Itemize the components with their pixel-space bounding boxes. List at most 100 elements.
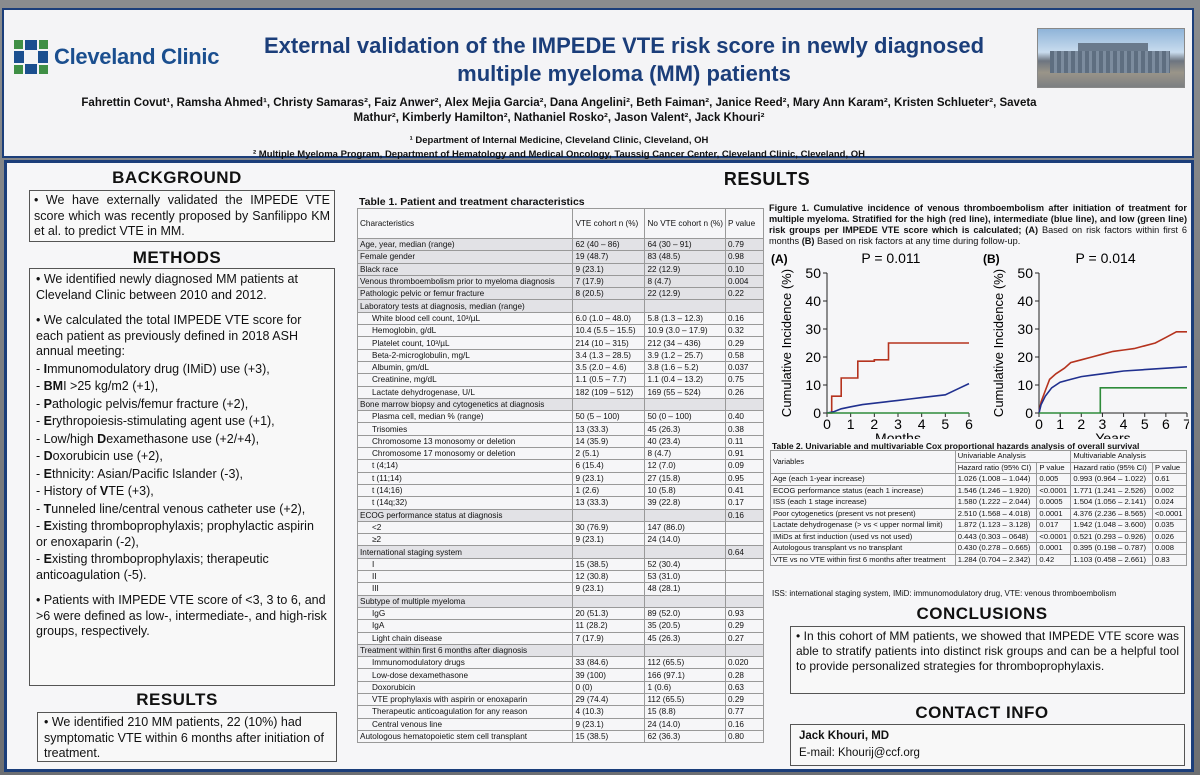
table2-header-cell: P value [1036, 461, 1072, 474]
table1-cell: Beta-2-microglobulin, mg/L [356, 348, 574, 362]
table1-cell: 10.9 (3.0 – 17.9) [644, 324, 726, 338]
table1-cell: 0.63 [725, 680, 764, 694]
table2-cell: 0.395 (0.198 – 0.787) [1070, 542, 1153, 555]
table1-cell: 0.38 [725, 422, 764, 436]
table1-cell: Plasma cell, median % (range) [356, 410, 574, 424]
table2-cell: ECOG performance status (each 1 increase… [770, 484, 956, 497]
table2-row: Age (each 1-year increase) 1.026 (1.008 –… [770, 473, 1188, 486]
table1-cell [644, 397, 726, 412]
table1-row: Therapeutic anticoagulation for any reas… [356, 705, 764, 719]
table2-cell: 0.017 [1036, 519, 1072, 532]
table1-cell: t (4;14) [356, 459, 574, 473]
factor-letter: I [43, 361, 48, 376]
table2-cell: 0.521 (0.293 – 0.926) [1070, 530, 1153, 543]
table1-cell: 13 (33.3) [572, 422, 646, 436]
table1-cell: 3.5 (2.0 – 4.6) [572, 360, 646, 375]
table2-cell: Poor cytogenetics (present vs not presen… [770, 507, 956, 520]
table1-cell: 10 (5.8) [644, 483, 726, 498]
table1-cell: 112 (65.5) [644, 692, 726, 707]
table1-cell [725, 643, 764, 658]
table1-cell: 10.4 (5.5 – 15.5) [572, 324, 646, 338]
factor-letter: E [43, 552, 52, 566]
table2-footnote: ISS: international staging system, IMiD:… [772, 589, 1117, 598]
table2-header-cell: Hazard ratio (95% CI) [1070, 461, 1153, 474]
table2-cell: 0.430 (0.278 – 0.665) [954, 542, 1038, 555]
table1-cell: 166 (97.1) [644, 668, 726, 682]
contact-email[interactable]: E-mail: Khourij@ccf.org [799, 747, 920, 759]
chart-x-tick-label: 1 [1056, 416, 1064, 432]
table1-cell: Platelet count, 10³/µL [356, 336, 574, 350]
chart-y-tick-label: 20 [1017, 349, 1033, 365]
table1-row: Plasma cell, median % (range) 50 (5 – 100… [356, 410, 764, 424]
chart-x-tick-label: 5 [1141, 416, 1149, 432]
table1-cell: t (14;16) [356, 483, 574, 498]
table1-cell: 0.77 [725, 705, 764, 719]
table1-cell: 9 (23.1) [572, 582, 646, 596]
table2-cell: 1.103 (0.458 – 2.661) [1070, 553, 1153, 566]
table1-cell: ≥2 [356, 533, 574, 547]
impede-factor-item: - Immunomodulatory drug (IMiD) use (+3), [36, 361, 270, 376]
table1-cell: t (11;14) [356, 471, 574, 485]
table1-cell: 45 (26.3) [644, 631, 726, 645]
table1-cell: 0 (0) [572, 680, 646, 694]
table1-header-row: Characteristics VTE cohort n (%) No VTE co… [356, 208, 764, 239]
table1-row: Doxorubicin 0 (0) 1 (0.6) 0.63 [356, 680, 764, 694]
table1-cell: 6 (15.4) [572, 459, 646, 473]
table1-cell: Autologous hematopoietic stem cell trans… [356, 729, 574, 744]
table1-title: Table 1. Patient and treatment character… [359, 196, 585, 208]
table2-cell: 1.546 (1.246 – 1.920) [954, 484, 1038, 497]
table1-cell [572, 545, 646, 559]
table1-row: Black race 9 (23.1) 22 (12.9) 0.10 [356, 262, 764, 276]
table1-cell: 15 (38.5) [572, 729, 646, 744]
impede-factor-item: - BMI >25 kg/m2 (+1), [36, 379, 159, 393]
table1-cell: Albumin, gm/dL [356, 360, 574, 375]
factor-letter: P [43, 396, 52, 411]
table1-cell: Age, year, median (range) [356, 237, 574, 252]
affiliation-2: ² Multiple Myeloma Program, Department o… [252, 149, 865, 160]
table1-row: ECOG performance status at diagnosis 0.16 [356, 508, 764, 522]
table1-cell: 112 (65.5) [644, 656, 726, 670]
table1-cell: Trisomies [356, 422, 574, 436]
table1-cell: t (14q;32) [356, 496, 574, 510]
table1-header-cell: Characteristics [356, 208, 574, 239]
chart-panel-label: (A) [771, 252, 788, 266]
logo: Cleveland Clinic [14, 40, 219, 74]
table2-subheader-row: Hazard ratio (95% CI) P value Hazard ratio… [771, 461, 1188, 474]
table1-cell: Therapeutic anticoagulation for any reas… [356, 705, 574, 719]
table1-row: Bone marrow biopsy and cytogenetics at d… [356, 397, 764, 412]
table1-row: t (14;16) 1 (2.6) 10 (5.8) 0.41 [356, 483, 764, 498]
impede-factor-item: - Pathologic pelvis/femur fracture (+2), [36, 396, 249, 411]
factor-letter: E [43, 466, 52, 481]
table2-cell: ISS (each 1 stage increase) [770, 496, 956, 509]
table1-row: ≥2 9 (23.1) 24 (14.0) [356, 533, 764, 547]
table1-cell [725, 570, 764, 584]
table1: Characteristics VTE cohort n (%) No VTE co… [356, 208, 764, 744]
table1-cell: 0.27 [725, 631, 764, 645]
table1-cell: 22 (12.9) [644, 262, 726, 276]
table1-cell: Subtype of multiple myeloma [356, 594, 574, 608]
table2-cell: 0.035 [1151, 519, 1188, 532]
methods-paragraph-1: • We identified newly diagnosed MM patie… [36, 272, 298, 302]
table2-cell: 0.026 [1151, 530, 1188, 543]
affiliations: ¹ Department of Internal Medicine, Cleve… [79, 134, 1039, 162]
impede-factor-list: - Immunomodulatory drug (IMiD) use (+3),… [36, 362, 328, 584]
figure1-caption: Figure 1. Cumulative incidence of venous… [769, 203, 1187, 246]
table1-row: Lactate dehydrogenase, U/L 182 (109 – 512… [356, 385, 764, 399]
table1-cell: 0.41 [725, 483, 764, 498]
table2-cell: <0.0001 [1036, 484, 1072, 497]
results-left-box: • We identified 210 MM patients, 22 (10%… [37, 712, 337, 762]
table2-cell: 0.002 [1151, 484, 1188, 497]
table1-cell: 19 (48.7) [572, 250, 646, 264]
table1-cell: 50 (5 – 100) [572, 410, 646, 424]
table2-cell: 0.0001 [1036, 507, 1072, 520]
chart-x-tick-label: 0 [823, 416, 831, 432]
chart-panel-label: (B) [983, 252, 1000, 266]
impede-factor-item: - Erythropoiesis-stimulating agent use (… [36, 414, 275, 428]
table1-cell: 1 (2.6) [572, 483, 646, 498]
table1-cell: 1.1 (0.5 – 7.7) [572, 373, 646, 387]
table1-cell: 62 (36.3) [644, 729, 726, 744]
table2-cell: 0.993 (0.964 – 1.022) [1070, 473, 1153, 486]
table1-cell: I [356, 557, 574, 572]
table1-cell: White blood cell count, 10³/µL [356, 311, 574, 326]
